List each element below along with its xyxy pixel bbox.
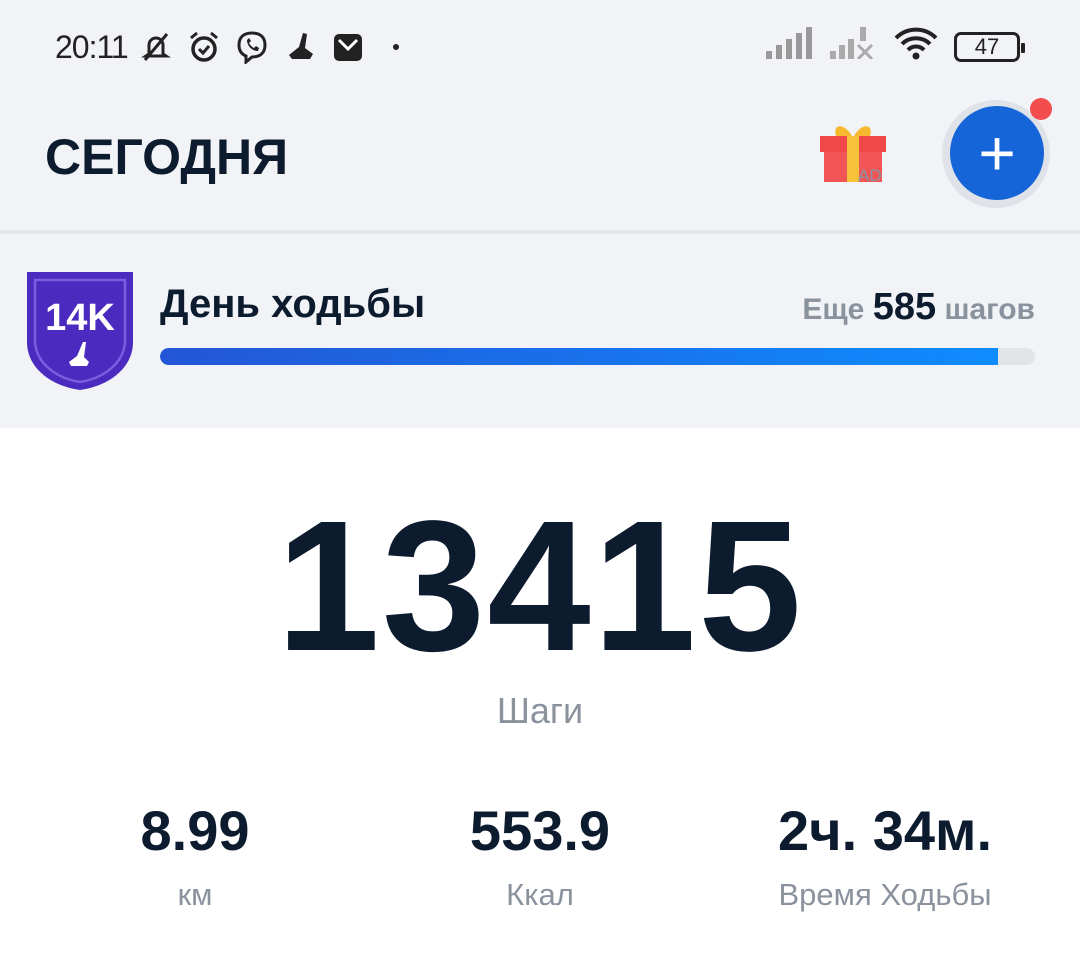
challenge-progress-bar bbox=[160, 348, 1035, 365]
stat-label: Ккал bbox=[506, 877, 574, 912]
stat-distance: 8.99 км bbox=[15, 798, 375, 913]
stat-calories: 553.9 Ккал bbox=[360, 798, 720, 913]
ad-label: AD bbox=[858, 166, 882, 185]
stat-value: 8.99 bbox=[140, 799, 250, 862]
add-button[interactable]: + bbox=[950, 106, 1044, 200]
mail-icon bbox=[330, 29, 366, 65]
badge-label: 14K bbox=[45, 297, 115, 339]
remaining-suffix: шагов bbox=[944, 293, 1035, 326]
steps-count: 13415 bbox=[276, 483, 804, 690]
stat-value: 553.9 bbox=[469, 799, 611, 862]
remaining-prefix: Еще bbox=[802, 293, 865, 326]
battery-level: 47 bbox=[974, 34, 1000, 59]
mute-icon bbox=[138, 29, 174, 65]
status-time: 20:11 bbox=[55, 28, 129, 65]
stat-value: 2ч. 34м. bbox=[777, 799, 993, 862]
viber-icon bbox=[234, 29, 270, 65]
remaining-value: 585 bbox=[872, 286, 937, 328]
alarm-icon bbox=[186, 29, 222, 65]
challenge-title: День ходьбы bbox=[160, 282, 426, 326]
page-title: СЕГОДНЯ bbox=[45, 129, 289, 185]
divider bbox=[0, 230, 1080, 234]
shoe-icon bbox=[282, 29, 318, 65]
wifi-icon bbox=[894, 26, 938, 68]
status-bar: 20:11 47 bbox=[55, 24, 1025, 70]
dot-icon bbox=[378, 29, 414, 65]
battery-icon: 47 bbox=[954, 32, 1025, 62]
progress-fill bbox=[160, 348, 999, 365]
plus-icon: + bbox=[978, 117, 1016, 189]
top-panel: 20:11 47 СЕГОДНЯ AD + 14K День ходьбы Ещ… bbox=[0, 0, 1080, 428]
steps-label: Шаги bbox=[496, 690, 584, 731]
challenge-badge[interactable]: 14K bbox=[27, 272, 133, 390]
signal-no-service-icon bbox=[830, 27, 878, 67]
gift-ad-button[interactable] bbox=[818, 118, 888, 186]
stat-walk-time: 2ч. 34м. Время Ходьбы bbox=[705, 798, 1065, 913]
stat-label: Время Ходьбы bbox=[778, 877, 992, 912]
signal-icon bbox=[766, 27, 814, 67]
stat-label: км bbox=[177, 877, 213, 912]
remaining-steps: Еще 585 шагов bbox=[802, 286, 1035, 329]
notification-dot bbox=[1030, 98, 1052, 120]
